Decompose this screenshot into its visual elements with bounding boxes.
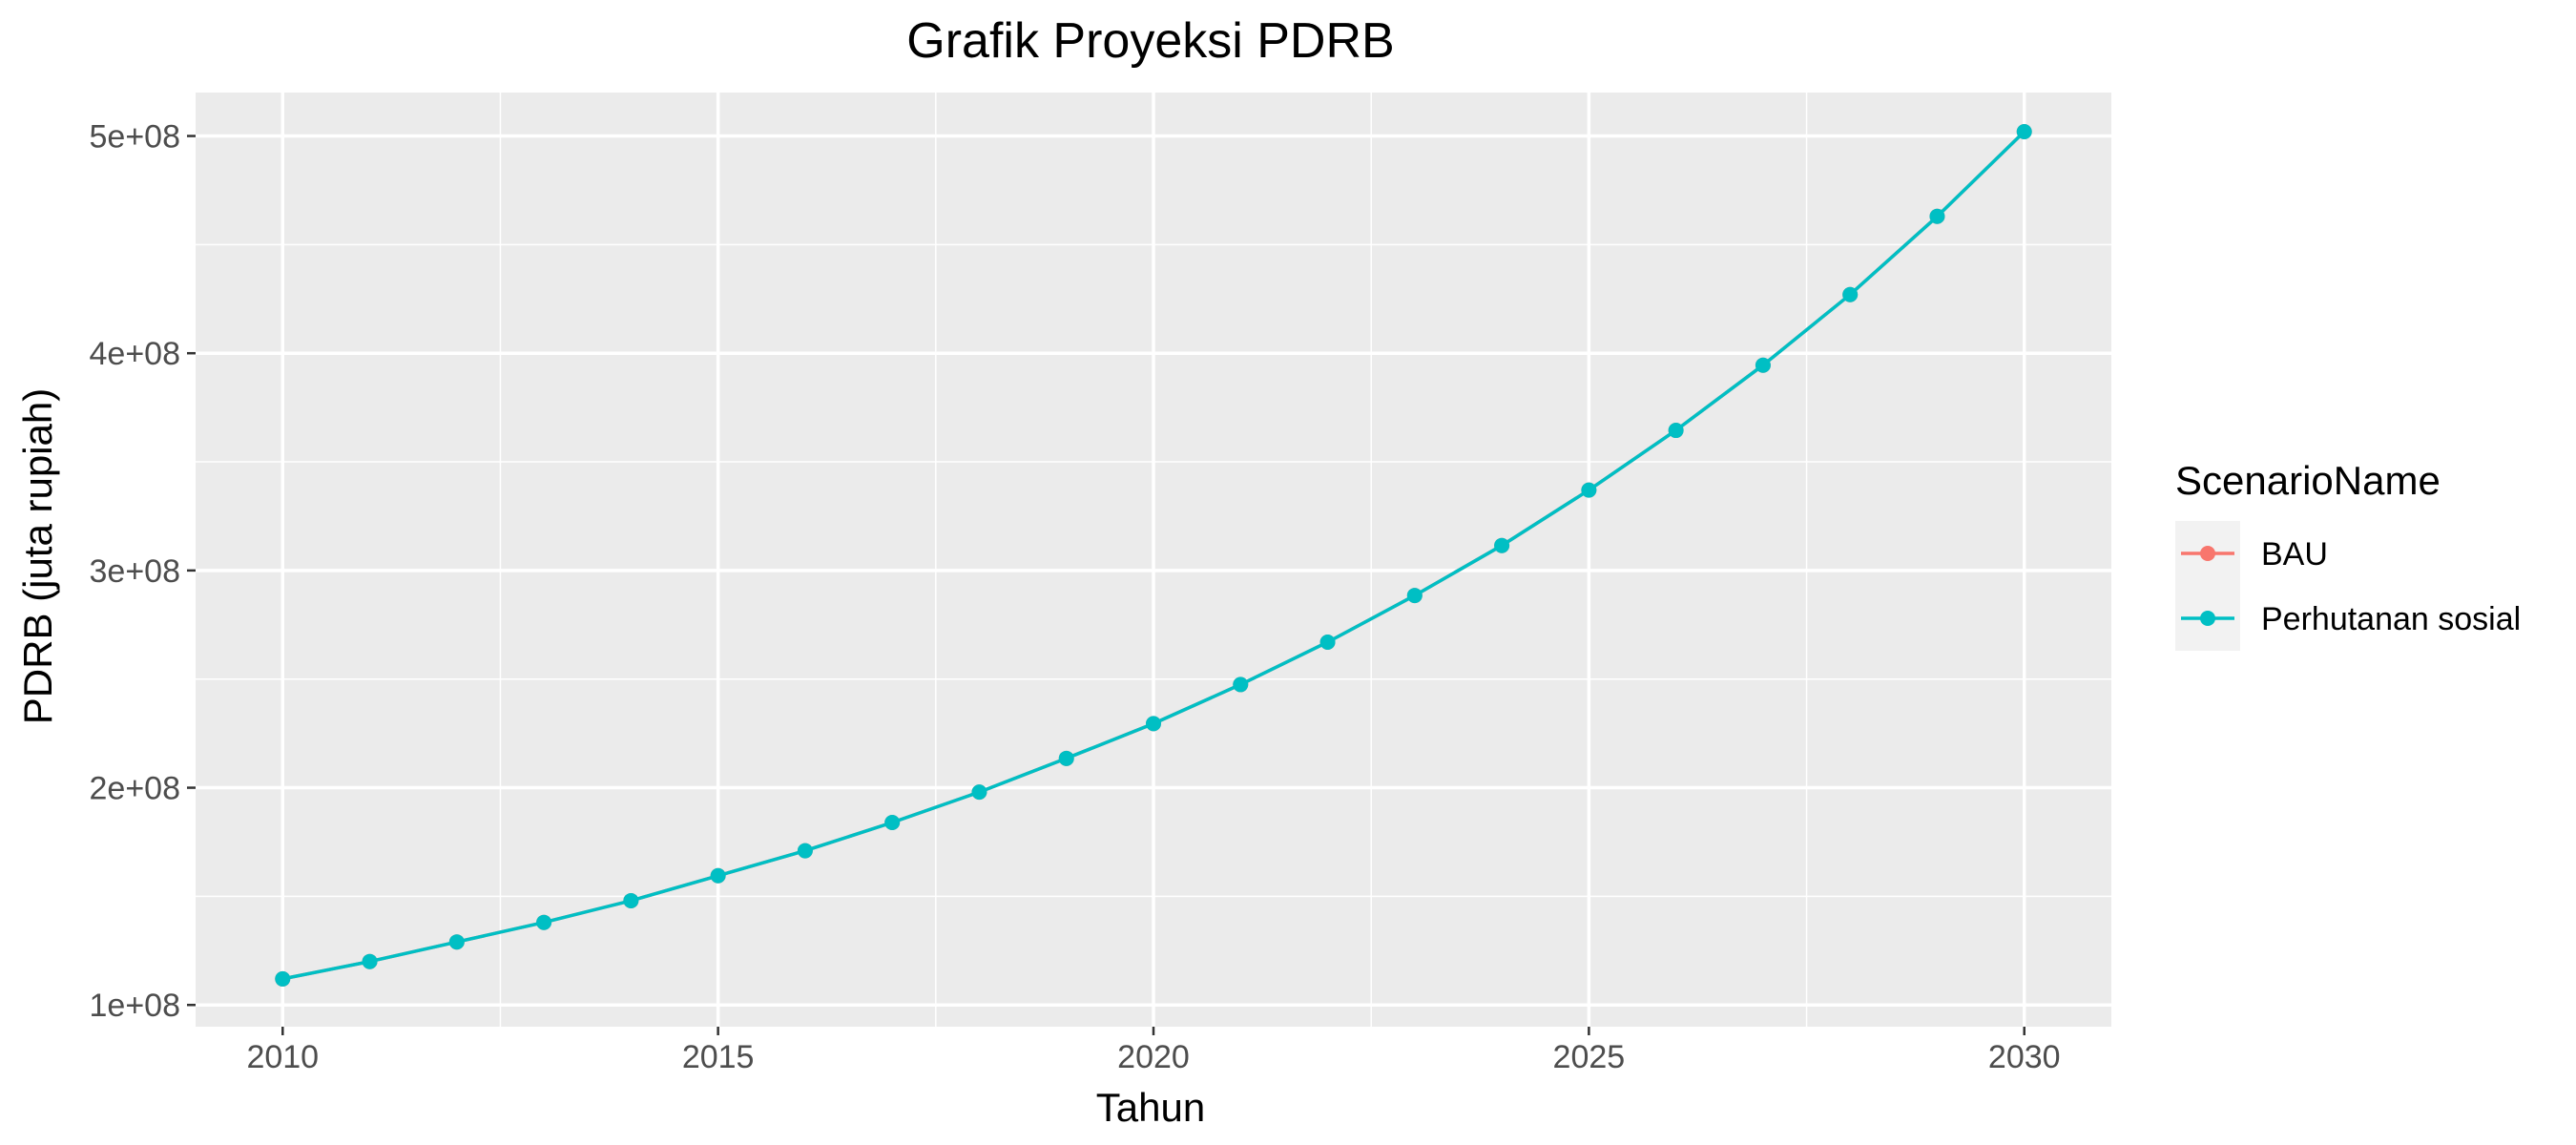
data-point-perhutanan-sosial <box>448 934 465 950</box>
y-axis-label: PDRB (juta rupiah) <box>15 388 60 724</box>
data-point-perhutanan-sosial <box>362 953 378 969</box>
data-point-perhutanan-sosial <box>1406 588 1423 604</box>
legend-label-perhutanan-sosial: Perhutanan sosial <box>2261 601 2521 637</box>
data-point-perhutanan-sosial <box>797 843 813 859</box>
legend-label-bau: BAU <box>2261 536 2328 572</box>
legend: ScenarioName BAU Perhutanan sosial <box>2175 458 2521 651</box>
x-tick-label: 2015 <box>682 1039 755 1075</box>
y-tick-label: 1e+08 <box>90 988 181 1024</box>
data-point-perhutanan-sosial <box>536 914 552 930</box>
data-point-perhutanan-sosial <box>1146 716 1161 732</box>
data-point-perhutanan-sosial <box>2016 123 2032 139</box>
data-point-perhutanan-sosial <box>1581 482 1597 498</box>
x-tick-label: 2025 <box>1553 1039 1626 1075</box>
data-point-perhutanan-sosial <box>623 892 639 908</box>
y-tick-label: 5e+08 <box>90 119 181 156</box>
data-point-perhutanan-sosial <box>1842 286 1859 302</box>
data-point-perhutanan-sosial <box>710 867 726 884</box>
y-tick-label: 3e+08 <box>90 553 181 590</box>
data-point-perhutanan-sosial <box>1058 750 1074 766</box>
data-point-perhutanan-sosial <box>1319 635 1336 651</box>
chart-title: Grafik Proyeksi PDRB <box>906 13 1394 69</box>
data-point-perhutanan-sosial <box>884 814 901 830</box>
data-point-perhutanan-sosial <box>971 784 987 801</box>
x-tick-label: 2010 <box>246 1039 319 1075</box>
data-point-perhutanan-sosial <box>1755 357 1771 373</box>
legend-point-bau <box>2200 546 2215 561</box>
legend-title: ScenarioName <box>2175 458 2441 503</box>
data-point-perhutanan-sosial <box>1233 677 1249 693</box>
data-point-perhutanan-sosial <box>1494 537 1510 553</box>
data-point-perhutanan-sosial <box>1929 208 1945 224</box>
x-axis-label: Tahun <box>1096 1085 1205 1130</box>
data-point-perhutanan-sosial <box>275 970 291 987</box>
data-point-perhutanan-sosial <box>1668 423 1684 439</box>
y-tick-label: 4e+08 <box>90 336 181 372</box>
legend-point-perhutanan-sosial <box>2200 611 2215 626</box>
y-tick-label: 2e+08 <box>90 771 181 807</box>
x-tick-label: 2030 <box>1988 1039 2061 1075</box>
x-tick-label: 2020 <box>1117 1039 1190 1075</box>
